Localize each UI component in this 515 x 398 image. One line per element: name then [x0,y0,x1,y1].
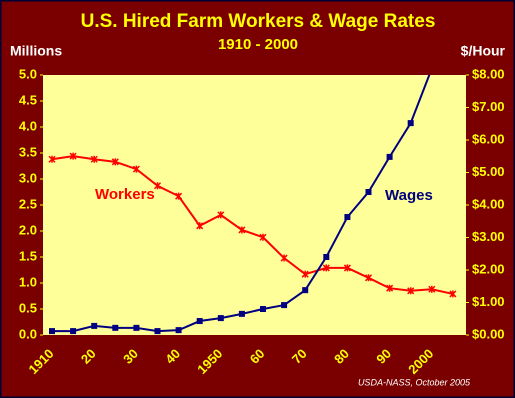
y2-tick-label: $8.00 [472,66,505,81]
y2-tick-label: $3.00 [472,229,505,244]
data-point [175,327,182,334]
data-point [259,233,267,241]
series-line [51,155,454,295]
data-point [132,165,140,173]
data-point [302,287,309,294]
y-axis-title: Millions [10,43,62,59]
y2-tick-label: $5.00 [472,164,505,179]
data-point [238,310,245,317]
data-point [217,211,225,219]
source-note: USDA-NASS, October 2005 [358,377,471,387]
plot-layer [48,75,457,335]
data-point [70,328,77,335]
data-point [90,155,98,163]
y-tick-label: 3.5 [19,144,37,159]
data-point [133,324,140,331]
data-point [280,254,288,262]
y-tick-label: 2.0 [19,222,37,237]
chart-title: U.S. Hired Farm Workers & Wage Rates [81,11,436,32]
data-point [217,315,224,322]
data-point [238,226,246,234]
data-point [154,328,161,335]
y-tick-label: 0.5 [19,300,37,315]
data-point [196,318,203,325]
chart-subtitle: 1910 - 2000 [218,36,298,53]
data-point [364,274,373,282]
data-point [111,158,119,166]
y-tick-label: 3.0 [19,170,37,185]
data-point [48,155,56,163]
data-point [386,284,394,292]
y-tick-label: 2.5 [19,196,37,211]
data-point [175,192,183,200]
y-tick-label: 1.5 [19,248,37,263]
data-point [322,264,330,272]
data-point [365,189,372,195]
series-label: Workers [95,186,155,203]
data-point [91,322,98,329]
data-point [344,214,351,221]
y-tick-label: 0.0 [19,326,37,341]
data-point [407,287,415,295]
data-point [428,285,436,293]
y-tick-label: 4.0 [19,118,37,133]
data-point [323,254,330,260]
series-label: Wages [385,187,433,204]
y2-tick-label: $6.00 [472,131,505,146]
y-tick-label: 1.0 [19,274,37,289]
y2-axis-title: $/Hour [461,43,506,59]
data-point [449,290,457,298]
data-point [196,222,204,230]
y2-tick-label: $2.00 [472,261,505,276]
y2-tick-label: $0.00 [472,326,505,341]
data-point [112,324,119,331]
data-point [407,120,414,127]
data-point [260,306,266,312]
data-point [153,182,162,190]
y2-tick-label: $1.00 [472,294,505,309]
data-point [49,328,55,335]
y2-tick-label: $7.00 [472,99,505,114]
data-point [69,152,77,160]
data-point [386,153,393,160]
data-point [343,264,351,272]
y-tick-label: 5.0 [19,66,37,81]
y2-tick-label: $4.00 [472,196,505,211]
plot-area [43,75,466,335]
data-point [301,270,309,278]
y-tick-label: 4.5 [19,92,37,107]
data-point [281,302,288,309]
